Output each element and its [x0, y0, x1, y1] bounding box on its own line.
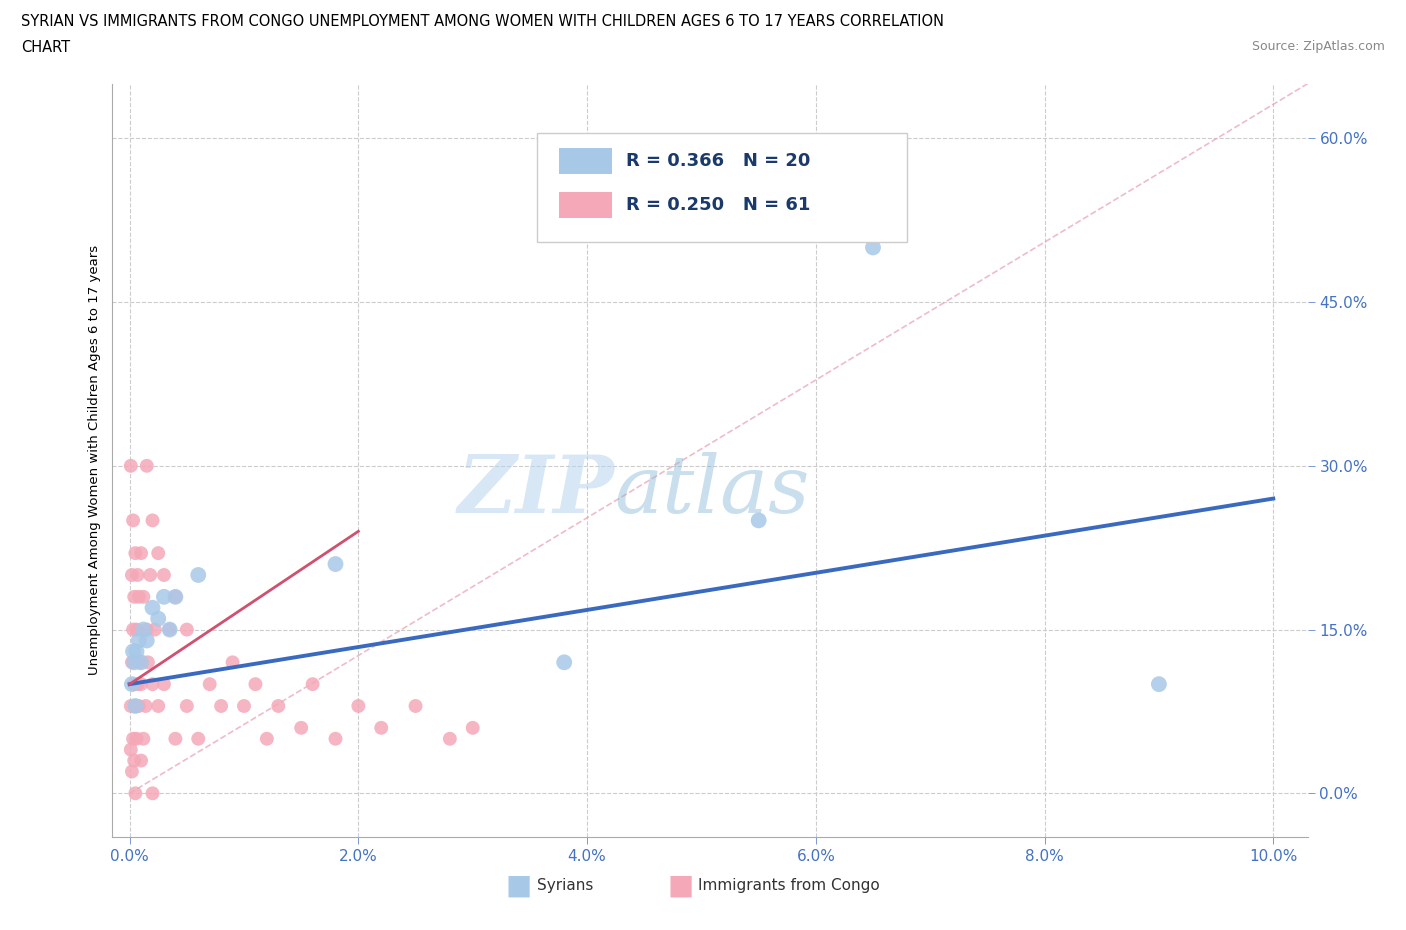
- Point: [128, 698, 150, 713]
- Point: [128, 633, 150, 648]
- Point: [129, 753, 152, 768]
- Point: [125, 731, 148, 746]
- Point: [132, 731, 155, 746]
- Point: [122, 731, 145, 746]
- Point: [153, 590, 176, 604]
- Point: [148, 698, 170, 713]
- Text: atlas: atlas: [614, 452, 810, 529]
- Point: [121, 655, 143, 670]
- Point: [127, 677, 149, 692]
- Text: Syrians: Syrians: [537, 879, 593, 894]
- Point: [439, 731, 461, 746]
- Text: CHART: CHART: [21, 40, 70, 55]
- Point: [198, 677, 221, 692]
- Point: [122, 677, 145, 692]
- Point: [135, 633, 157, 648]
- Point: [187, 567, 209, 582]
- Point: [121, 764, 143, 779]
- Point: [125, 644, 148, 658]
- Point: [233, 698, 256, 713]
- Point: [128, 590, 150, 604]
- Point: [122, 590, 145, 604]
- Point: [135, 698, 157, 713]
- Point: [143, 622, 166, 637]
- Point: [553, 655, 575, 670]
- Point: [120, 698, 142, 713]
- Point: [187, 731, 209, 746]
- Point: [159, 622, 181, 637]
- Point: [347, 698, 370, 713]
- FancyBboxPatch shape: [560, 193, 612, 218]
- Point: [862, 240, 884, 255]
- Point: [122, 753, 145, 768]
- Point: [165, 590, 187, 604]
- Point: [141, 600, 163, 615]
- Point: [135, 622, 157, 637]
- Point: [122, 513, 145, 528]
- Point: [124, 786, 146, 801]
- Point: [122, 644, 145, 658]
- Point: [176, 698, 198, 713]
- FancyBboxPatch shape: [537, 133, 907, 242]
- Point: [153, 677, 176, 692]
- Point: [325, 557, 347, 572]
- Point: [122, 655, 145, 670]
- Point: [129, 546, 152, 561]
- Point: [124, 698, 146, 713]
- Text: R = 0.250   N = 61: R = 0.250 N = 61: [627, 196, 811, 214]
- Y-axis label: Unemployment Among Women with Children Ages 6 to 17 years: Unemployment Among Women with Children A…: [89, 246, 101, 675]
- Point: [125, 622, 148, 637]
- Point: [370, 721, 392, 736]
- Point: [120, 458, 142, 473]
- Text: SYRIAN VS IMMIGRANTS FROM CONGO UNEMPLOYMENT AMONG WOMEN WITH CHILDREN AGES 6 TO: SYRIAN VS IMMIGRANTS FROM CONGO UNEMPLOY…: [21, 14, 943, 29]
- Point: [129, 655, 152, 670]
- Point: [136, 655, 159, 670]
- Point: [165, 590, 187, 604]
- Point: [141, 677, 163, 692]
- Point: [148, 611, 170, 626]
- Point: [301, 677, 323, 692]
- Point: [1147, 677, 1170, 692]
- Point: [121, 567, 143, 582]
- Text: Source: ZipAtlas.com: Source: ZipAtlas.com: [1251, 40, 1385, 53]
- Text: ZIP: ZIP: [457, 452, 614, 529]
- Point: [245, 677, 267, 692]
- Point: [132, 622, 155, 637]
- Point: [159, 622, 181, 637]
- Point: [121, 677, 143, 692]
- Point: [124, 698, 146, 713]
- Point: [141, 786, 163, 801]
- Text: R = 0.366   N = 20: R = 0.366 N = 20: [627, 153, 811, 170]
- Point: [267, 698, 290, 713]
- Point: [148, 546, 170, 561]
- Point: [256, 731, 278, 746]
- Point: [221, 655, 243, 670]
- FancyBboxPatch shape: [560, 149, 612, 174]
- Point: [120, 742, 142, 757]
- Point: [129, 677, 152, 692]
- Point: [122, 622, 145, 637]
- Point: [325, 731, 347, 746]
- Text: Immigrants from Congo: Immigrants from Congo: [699, 879, 880, 894]
- Point: [405, 698, 427, 713]
- Point: [129, 655, 152, 670]
- Point: [135, 458, 157, 473]
- Point: [290, 721, 312, 736]
- Point: [461, 721, 484, 736]
- Point: [127, 567, 149, 582]
- Point: [153, 567, 176, 582]
- Point: [124, 546, 146, 561]
- Point: [141, 513, 163, 528]
- Point: [176, 622, 198, 637]
- Point: [209, 698, 232, 713]
- Text: ■: ■: [506, 872, 531, 900]
- Point: [165, 731, 187, 746]
- Point: [139, 567, 162, 582]
- Point: [748, 513, 770, 528]
- Point: [132, 590, 155, 604]
- Text: ■: ■: [666, 872, 693, 900]
